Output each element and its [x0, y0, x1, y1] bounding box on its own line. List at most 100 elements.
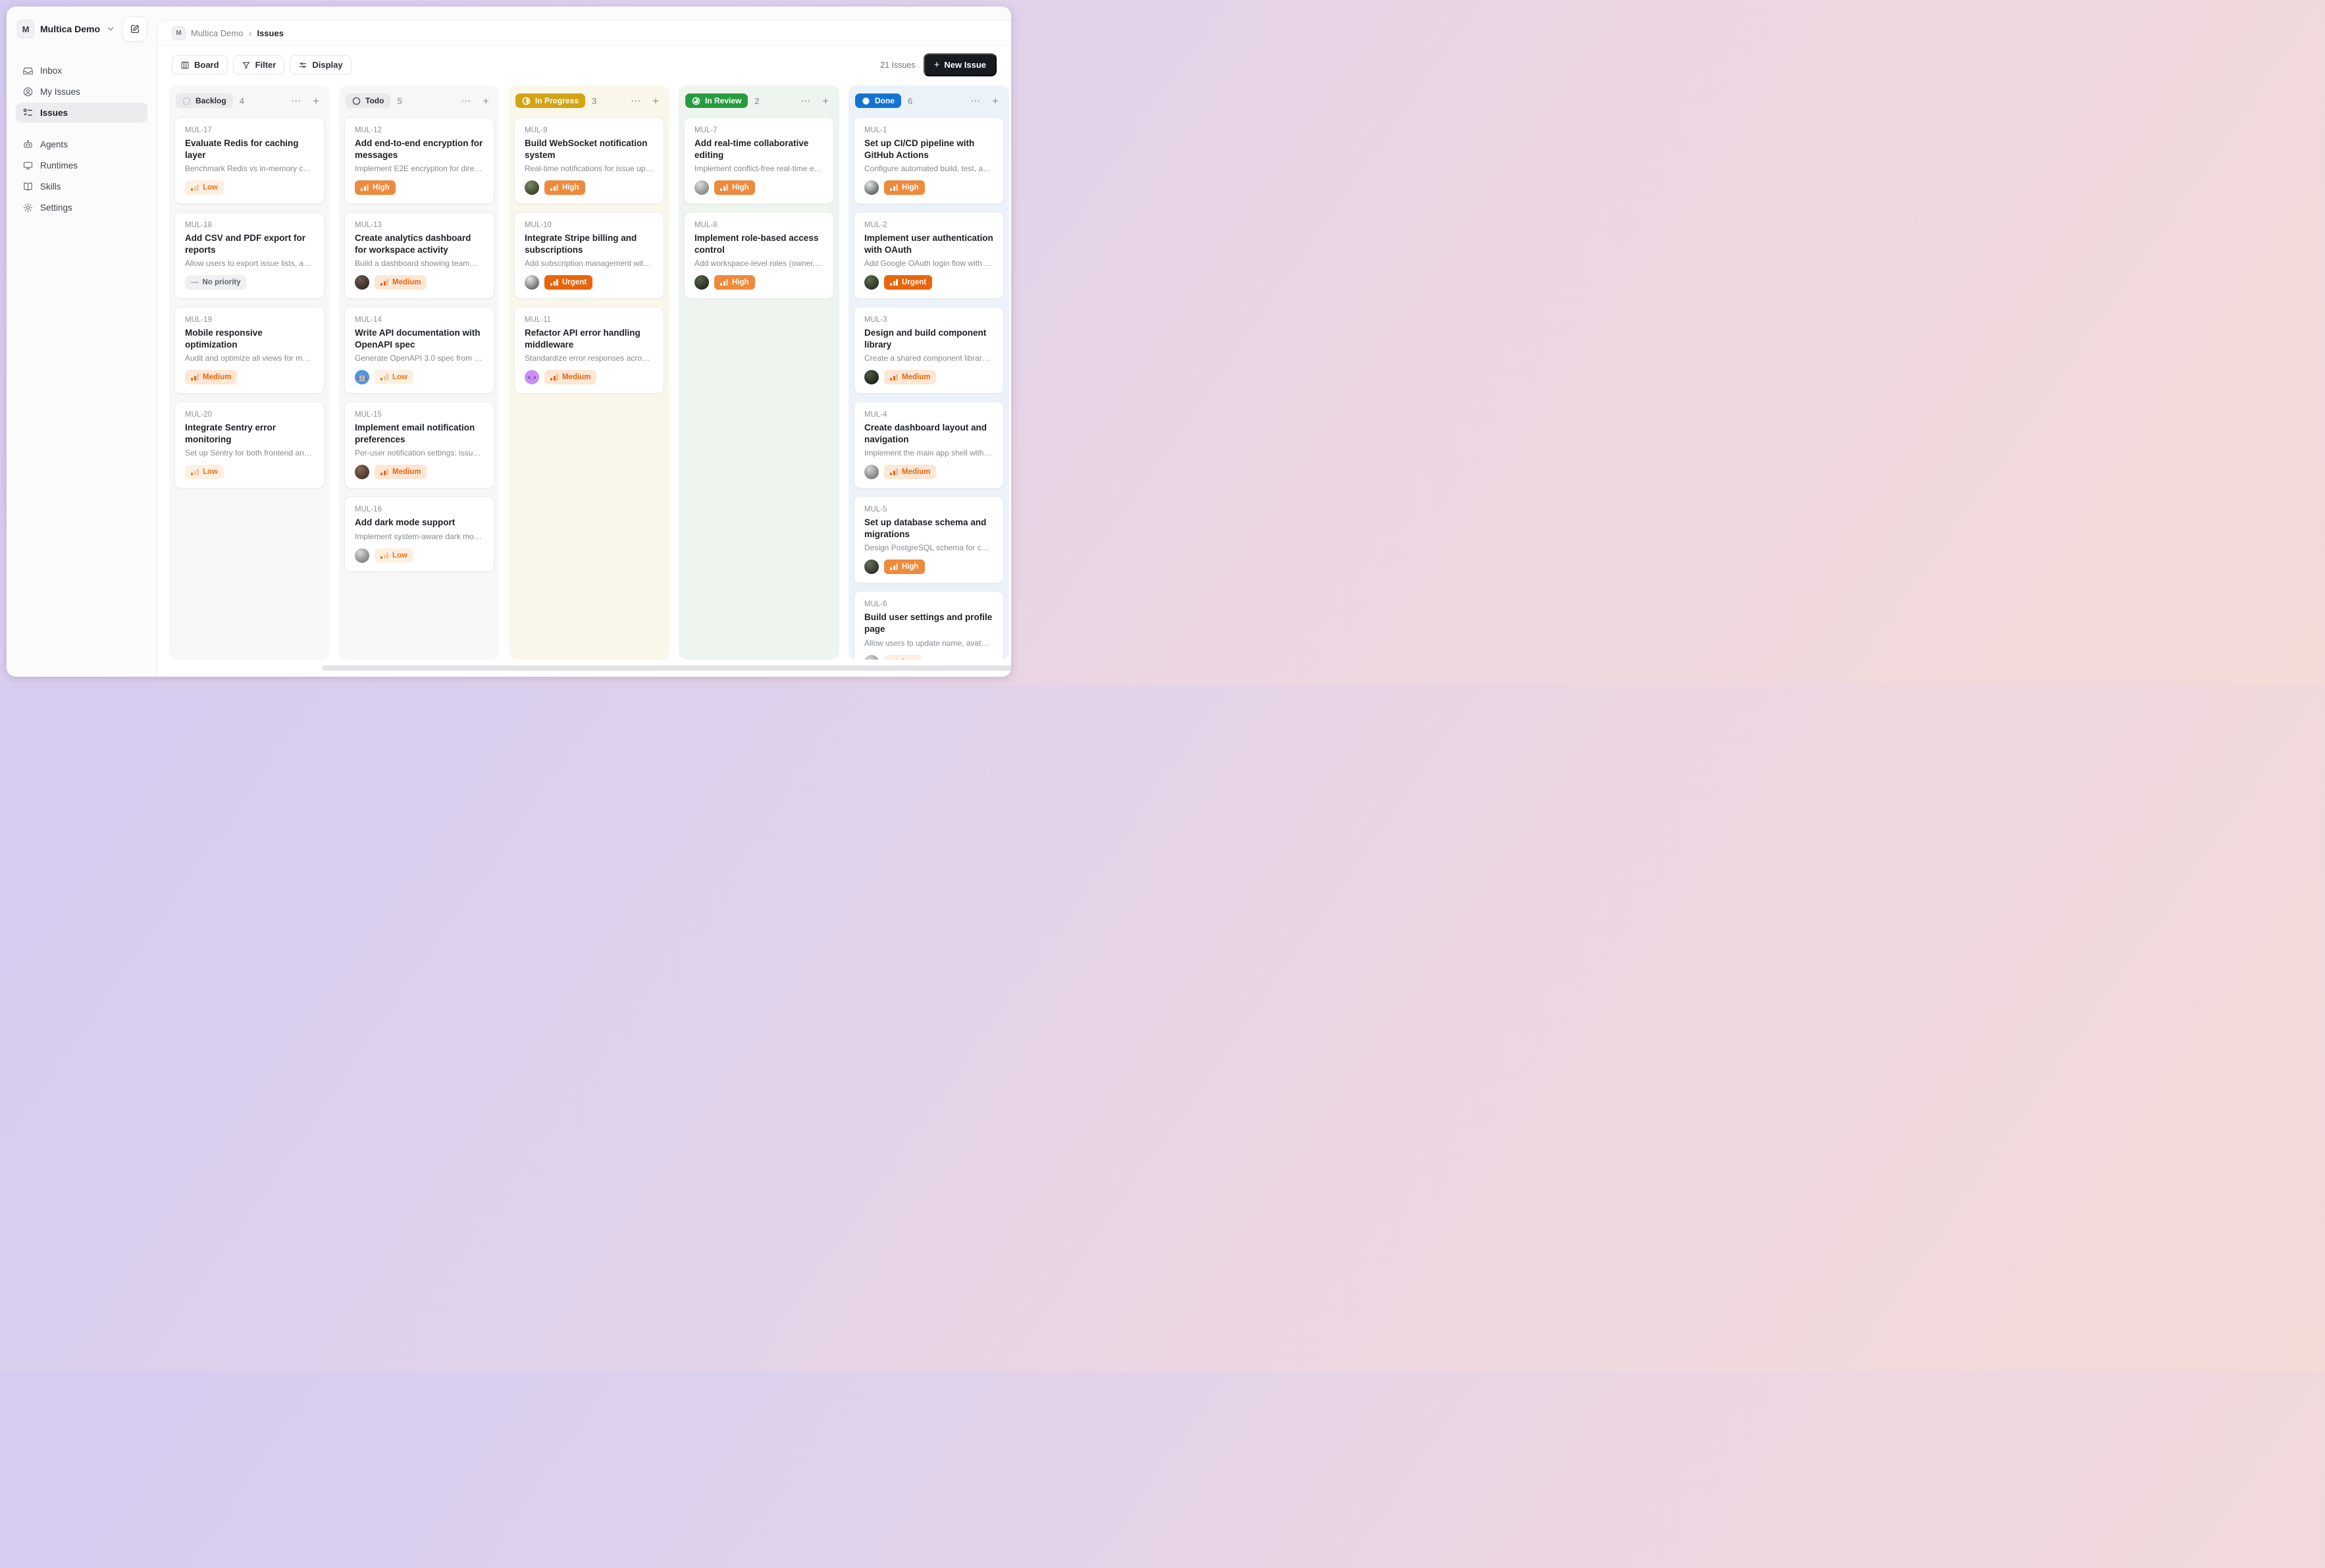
column-more-button[interactable]: ⋯	[291, 95, 301, 107]
issue-footer: 🤖 Low	[355, 370, 484, 385]
priority-badge: Low	[884, 654, 923, 660]
issue-card[interactable]: MUL-13 Create analytics dashboard for wor…	[344, 212, 494, 300]
issue-card[interactable]: MUL-12 Add end-to-end encryption for mess…	[344, 117, 494, 205]
priority-label: No priority	[202, 278, 241, 287]
sidebar-item-label: Skills	[40, 181, 61, 192]
column-add-issue-button[interactable]: +	[822, 94, 829, 107]
priority-badge: High	[884, 180, 925, 196]
sidebar-item-skills[interactable]: Skills	[16, 176, 147, 196]
column-header: Backlog 4 ⋯ +	[174, 91, 325, 111]
issue-description: Implement conflict-free real-time editin…	[694, 164, 823, 174]
priority-label: High	[732, 184, 749, 192]
compose-button[interactable]	[122, 16, 147, 41]
issue-footer: High	[864, 560, 993, 575]
sidebar-item-my-issues[interactable]: My Issues	[16, 82, 147, 101]
issue-footer: ×_× Medium	[525, 370, 654, 385]
user-avatar	[864, 275, 879, 290]
priority-label: High	[902, 184, 919, 192]
in-progress-half-circle-icon	[522, 97, 531, 105]
user-avatar	[864, 560, 879, 575]
sidebar-item-inbox[interactable]: Inbox	[16, 61, 147, 80]
issues-count: 21 Issues	[880, 60, 916, 70]
issue-card[interactable]: MUL-7 Add real-time collaborative editing…	[684, 117, 834, 205]
sidebar-item-label: Agents	[40, 139, 68, 149]
issue-card[interactable]: MUL-6 Build user settings and profile pag…	[854, 591, 1004, 660]
toolbar-view-controls: Board Filter Display	[172, 55, 352, 74]
chevron-down-icon	[106, 24, 115, 34]
issue-card[interactable]: MUL-14 Write API documentation with OpenA…	[344, 307, 494, 394]
user-avatar	[355, 465, 369, 480]
column-add-issue-button[interactable]: +	[313, 94, 319, 107]
sidebar-item-runtimes[interactable]: Runtimes	[16, 155, 147, 175]
sidebar-item-settings[interactable]: Settings	[16, 197, 147, 217]
priority-bars-icon	[380, 469, 388, 476]
issue-card[interactable]: MUL-9 Build WebSocket notification system…	[514, 117, 664, 205]
issue-card[interactable]: MUL-17 Evaluate Redis for caching layer Be…	[174, 117, 325, 205]
issue-id: MUL-14	[355, 316, 382, 325]
issue-id: MUL-9	[525, 126, 548, 134]
column-more-button[interactable]: ⋯	[461, 95, 471, 107]
column-cards: MUL-12 Add end-to-end encryption for mess…	[344, 117, 494, 572]
column-status-label: In Progress	[535, 96, 579, 105]
column-cards: MUL-1 Set up CI/CD pipeline with GitHub A…	[854, 117, 1004, 660]
column-more-button[interactable]: ⋯	[631, 95, 641, 107]
issue-footer: Medium	[355, 275, 484, 290]
sidebar-item-label: Runtimes	[40, 160, 78, 170]
priority-badge: — No priority	[185, 275, 247, 290]
issue-card[interactable]: MUL-16 Add dark mode support Implement sys…	[344, 496, 494, 572]
issue-card[interactable]: MUL-8 Implement role-based access control…	[684, 212, 834, 300]
column-add-issue-button[interactable]: +	[992, 94, 999, 107]
issue-card[interactable]: MUL-10 Integrate Stripe billing and subsc…	[514, 212, 664, 300]
priority-bars-icon	[890, 563, 898, 571]
issue-footer: Medium	[864, 370, 993, 385]
main-panel: M Multica Demo › Issues Board	[157, 20, 1011, 677]
workspace-switcher[interactable]: M Multica Demo	[16, 17, 117, 41]
sliders-icon	[298, 61, 307, 70]
funnel-icon	[242, 61, 251, 70]
column-add-issue-button[interactable]: +	[652, 94, 659, 107]
column-count: 2	[754, 95, 760, 106]
backlog-dashed-circle-icon	[182, 97, 191, 105]
priority-label: Urgent	[562, 278, 587, 287]
issue-title: Integrate Stripe billing and subscriptio…	[525, 233, 637, 255]
issue-card[interactable]: MUL-2 Implement user authentication with …	[854, 212, 1004, 300]
dizzy-face-avatar: ×_×	[525, 370, 539, 385]
board-view-button[interactable]: Board	[172, 55, 228, 74]
issue-card[interactable]: MUL-4 Create dashboard layout and navigat…	[854, 402, 1004, 489]
issue-card[interactable]: MUL-20 Integrate Sentry error monitoring S…	[174, 402, 325, 489]
issue-card[interactable]: MUL-3 Design and build component library C…	[854, 307, 1004, 394]
priority-badge: Urgent	[884, 275, 933, 290]
column-add-issue-button[interactable]: +	[483, 94, 489, 107]
column-more-button[interactable]: ⋯	[970, 95, 981, 107]
issue-description: Allow users to export issue lists, activ…	[185, 259, 314, 269]
display-button[interactable]: Display	[290, 55, 352, 74]
issue-id: MUL-15	[355, 411, 382, 419]
horizontal-scrollbar[interactable]	[322, 666, 1011, 671]
board-view-label: Board	[194, 60, 219, 70]
priority-label: Low	[203, 468, 218, 477]
filter-button[interactable]: Filter	[232, 55, 285, 74]
sidebar-item-label: Inbox	[40, 65, 63, 76]
robot-avatar: 🤖	[355, 370, 369, 385]
issue-title: Build WebSocket notification system	[525, 138, 648, 160]
issue-footer: Medium	[864, 465, 993, 480]
new-issue-button[interactable]: + New Issue	[923, 53, 997, 76]
issue-id: MUL-3	[864, 316, 887, 325]
breadcrumb-parent[interactable]: Multica Demo	[191, 28, 244, 38]
sidebar-item-agents[interactable]: Agents	[16, 134, 147, 154]
issue-card[interactable]: MUL-19 Mobile responsive optimization Audi…	[174, 307, 325, 394]
issue-card[interactable]: MUL-11 Refactor API error handling middle…	[514, 307, 664, 394]
priority-badge: Medium	[884, 370, 937, 385]
issue-description: Benchmark Redis vs in-memory cachin…	[185, 164, 314, 174]
issue-card[interactable]: MUL-5 Set up database schema and migratio…	[854, 496, 1004, 584]
sidebar-item-issues[interactable]: Issues	[16, 103, 147, 122]
issue-title: Create analytics dashboard for workspace…	[355, 233, 471, 255]
column-more-button[interactable]: ⋯	[800, 95, 811, 107]
priority-badge: Medium	[185, 370, 238, 385]
issue-card[interactable]: MUL-1 Set up CI/CD pipeline with GitHub A…	[854, 117, 1004, 205]
issue-card[interactable]: MUL-15 Implement email notification prefe…	[344, 402, 494, 489]
breadcrumb: M Multica Demo › Issues	[157, 20, 1011, 46]
my-issues-icon	[22, 86, 34, 97]
issue-card[interactable]: MUL-18 Add CSV and PDF export for reports…	[174, 212, 325, 300]
robot-icon	[22, 139, 34, 150]
